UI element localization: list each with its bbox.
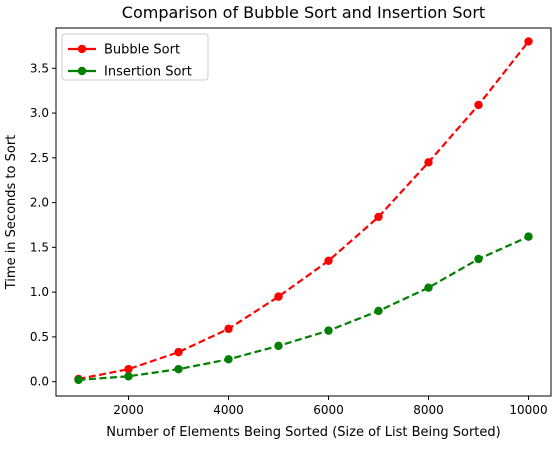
data-point-insertion-sort — [224, 355, 233, 364]
y-tick-label: 3.0 — [30, 106, 49, 120]
data-point-insertion-sort — [524, 232, 533, 241]
legend: Bubble Sort Insertion Sort — [61, 33, 209, 81]
data-point-bubble-sort — [474, 100, 483, 110]
series-insertion-sort — [74, 232, 533, 385]
legend-box — [61, 33, 209, 81]
x-axis-label: Number of Elements Being Sorted (Size of… — [106, 425, 500, 440]
series-group — [74, 37, 533, 385]
data-point-bubble-sort — [524, 37, 533, 46]
y-tick-label: 1.0 — [30, 285, 49, 299]
y-tick-label: 1.5 — [30, 240, 49, 254]
y-tick-label: 0.0 — [30, 375, 49, 389]
legend-label: Insertion Sort — [104, 65, 192, 80]
plot-frame — [55, 27, 552, 397]
x-tick-label: 10000 — [509, 403, 547, 417]
x-tick-label: 8000 — [413, 403, 444, 417]
legend-swatch-marker — [77, 66, 87, 76]
data-point-insertion-sort — [74, 375, 83, 385]
data-point-bubble-sort — [274, 292, 283, 301]
x-tick-label: 6000 — [313, 403, 344, 417]
data-point-insertion-sort — [324, 326, 333, 335]
y-axis-label: Time in Seconds to Sort — [4, 135, 19, 291]
x-tick-label: 4000 — [213, 403, 244, 417]
data-point-bubble-sort — [224, 324, 233, 334]
axes: 2000 4000 6000 8000 10000 0.0 0.5 1.0 1.5 2.0 2.5 3… — [30, 27, 552, 417]
data-point-insertion-sort — [374, 306, 383, 316]
y-tick-label: 2.5 — [30, 151, 49, 165]
data-point-bubble-sort — [374, 212, 383, 222]
data-point-bubble-sort — [324, 256, 333, 265]
series-line-insertion-sort — [78, 235, 529, 381]
legend-swatch-marker — [77, 44, 87, 54]
data-point-insertion-sort — [274, 341, 283, 351]
y-tick-label: 3.5 — [30, 61, 49, 75]
legend-item-insertion-sort: Insertion Sort — [68, 65, 192, 80]
legend-label: Bubble Sort — [104, 43, 180, 58]
y-tick-label: 2.0 — [30, 196, 49, 210]
data-point-insertion-sort — [474, 254, 483, 264]
data-point-bubble-sort — [174, 347, 183, 357]
data-point-bubble-sort — [124, 364, 133, 374]
x-tick-label: 2000 — [113, 403, 144, 417]
data-point-insertion-sort — [124, 372, 133, 381]
y-tick-label: 0.5 — [30, 330, 49, 344]
data-point-insertion-sort — [174, 364, 183, 374]
legend-item-bubble-sort: Bubble Sort — [68, 43, 180, 58]
chart-title: Comparison of Bubble Sort and Insertion … — [122, 3, 485, 22]
series-line-bubble-sort — [78, 40, 530, 381]
data-point-bubble-sort — [424, 158, 433, 167]
data-point-insertion-sort — [424, 283, 433, 292]
